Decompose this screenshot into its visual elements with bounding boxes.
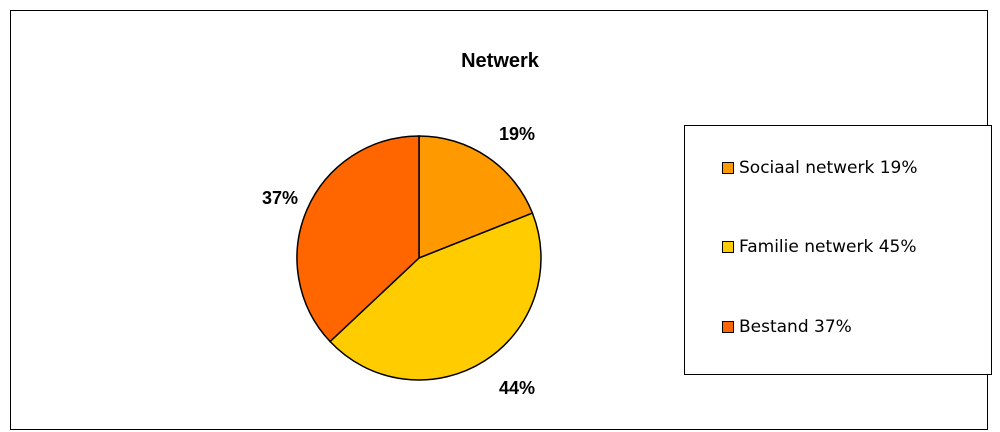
- legend-label: Bestand 37%: [739, 317, 852, 337]
- legend-swatch: [722, 241, 734, 253]
- legend: Sociaal netwerk 19% Familie netwerk 45% …: [684, 125, 992, 375]
- legend-item-sociaal-netwerk: Sociaal netwerk 19%: [722, 158, 918, 178]
- legend-label: Sociaal netwerk 19%: [739, 158, 918, 178]
- legend-label: Familie netwerk 45%: [739, 237, 917, 257]
- slice-label: 37%: [262, 188, 298, 208]
- chart-title: Netwerk: [461, 50, 539, 72]
- pie-slice: [296, 135, 420, 343]
- legend-item-familie-netwerk: Familie netwerk 45%: [722, 237, 917, 257]
- pie-slice: [329, 212, 542, 381]
- legend-item-bestand: Bestand 37%: [722, 317, 852, 337]
- legend-swatch: [722, 162, 734, 174]
- slice-label: 19%: [499, 124, 535, 144]
- slice-label: 44%: [499, 378, 535, 398]
- pie-slice: [418, 135, 534, 260]
- legend-swatch: [722, 321, 734, 333]
